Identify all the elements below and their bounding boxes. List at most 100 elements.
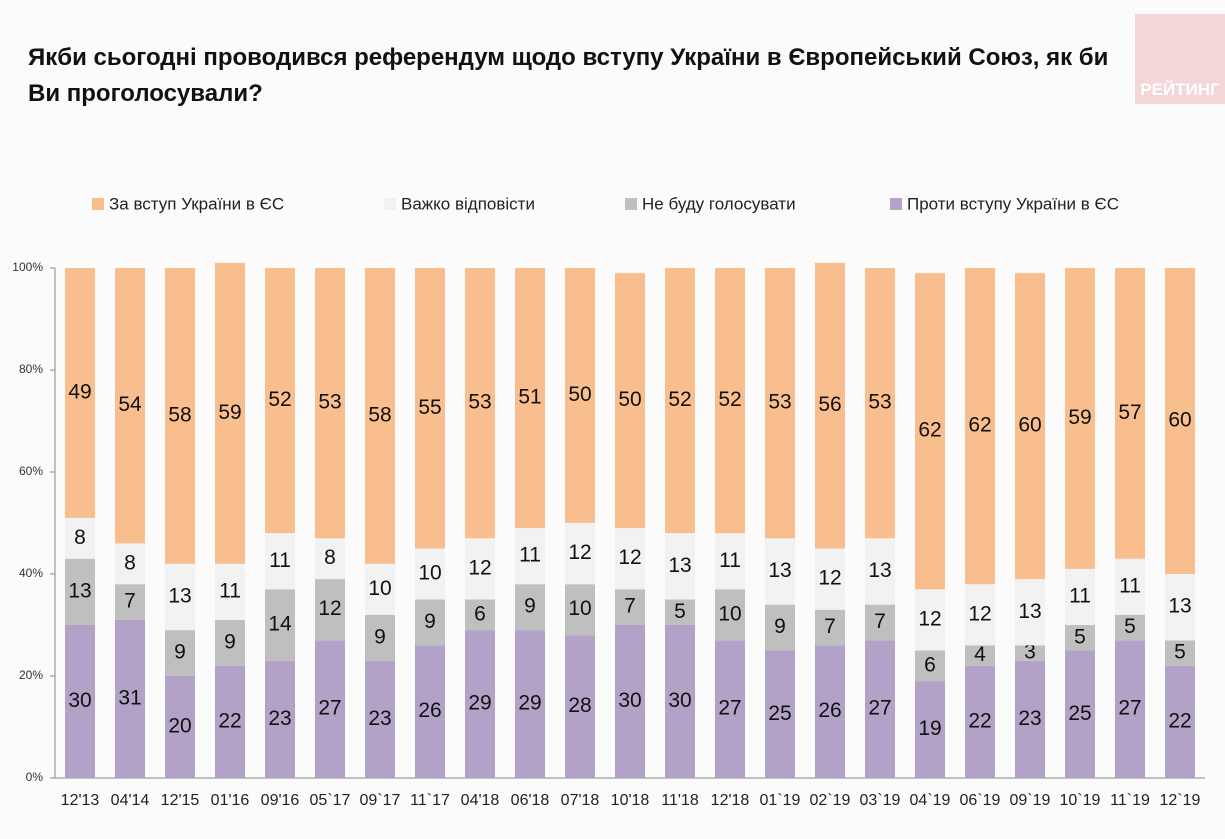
legend-swatch (384, 198, 396, 210)
data-label: 26 (818, 699, 841, 722)
data-label: 7 (824, 615, 836, 638)
bar-segment (715, 533, 745, 590)
x-tick-label: 06`19 (960, 792, 1001, 809)
legend-swatch (890, 198, 902, 210)
data-label: 50 (568, 383, 591, 406)
data-label: 8 (324, 546, 336, 569)
bar-segment (915, 273, 945, 590)
bar-segment (315, 268, 345, 539)
data-label: 23 (368, 707, 391, 730)
data-label: 29 (518, 692, 541, 715)
x-tick-label: 02`19 (810, 792, 851, 809)
bar-segment (365, 614, 395, 661)
legend-label: Важко відповісти (401, 194, 535, 213)
bar-segment (265, 268, 295, 534)
data-label: 25 (1068, 702, 1091, 725)
bar-segment (1065, 568, 1095, 625)
data-label: 51 (518, 386, 541, 409)
data-label: 11 (519, 544, 541, 567)
data-label: 27 (718, 697, 741, 720)
bar-segment (665, 268, 695, 534)
x-tick-label: 12`19 (1160, 792, 1201, 809)
x-tick-label: 05`17 (310, 792, 351, 809)
bar-segment (515, 268, 545, 529)
data-label: 58 (368, 403, 391, 426)
bar-segment (1115, 614, 1145, 641)
x-tick-label: 12'13 (61, 792, 100, 809)
x-tick-label: 04`19 (910, 792, 951, 809)
bar-segment (965, 665, 995, 778)
data-label: 53 (318, 391, 341, 414)
data-label: 30 (618, 689, 641, 712)
data-label: 26 (418, 699, 441, 722)
y-tick-label: 80% (19, 362, 43, 376)
bar-segment (515, 528, 545, 585)
data-label: 14 (268, 613, 292, 636)
bar-segment (1065, 650, 1095, 778)
bar-segment (1065, 625, 1095, 651)
data-label: 9 (524, 595, 536, 618)
data-label: 56 (818, 393, 841, 416)
x-tick-label: 09`17 (360, 792, 401, 809)
bar-segment (115, 619, 145, 778)
data-label: 27 (868, 697, 891, 720)
data-label: 52 (668, 388, 691, 411)
bar-segment (465, 630, 495, 778)
bar-segment (265, 533, 295, 590)
data-label: 50 (618, 388, 641, 411)
bar-segment (465, 538, 495, 600)
data-label: 10 (418, 562, 441, 585)
bar-segment (115, 268, 145, 544)
data-label: 57 (1118, 401, 1141, 424)
data-label: 27 (318, 697, 341, 720)
data-label: 30 (68, 689, 91, 712)
bar-segment (915, 650, 945, 682)
data-label: 22 (218, 709, 241, 732)
data-label: 7 (124, 590, 136, 613)
data-label: 53 (868, 391, 891, 414)
data-label: 59 (1068, 406, 1091, 429)
data-label: 6 (924, 653, 936, 676)
bar-segment (615, 273, 645, 529)
data-label: 5 (1074, 625, 1086, 648)
data-label: 12 (968, 602, 991, 625)
data-label: 9 (374, 625, 386, 648)
bar-segment (1065, 268, 1095, 569)
data-label: 7 (624, 595, 636, 618)
data-label: 8 (74, 526, 86, 549)
bar-segment (215, 665, 245, 778)
data-label: 5 (1124, 615, 1136, 638)
bar-segment (215, 619, 245, 666)
bar-segment (665, 533, 695, 600)
data-label: 29 (468, 692, 491, 715)
bar-segment (465, 268, 495, 539)
bar-segment (615, 528, 645, 590)
data-label: 12 (818, 567, 841, 590)
data-label: 12 (918, 607, 941, 630)
bar-segment (815, 262, 845, 549)
x-tick-label: 11`19 (1110, 792, 1150, 809)
bar-segment (565, 523, 595, 585)
bar-segment (865, 640, 895, 778)
data-label: 23 (268, 707, 291, 730)
data-label: 62 (918, 419, 941, 442)
bar-segment (965, 584, 995, 646)
data-label: 9 (424, 610, 436, 633)
x-tick-label: 11`17 (410, 792, 450, 809)
data-label: 53 (468, 391, 491, 414)
data-label: 5 (674, 600, 686, 623)
y-tick-label: 20% (19, 668, 43, 682)
bar-segment (65, 625, 95, 778)
bar-segment (115, 584, 145, 620)
x-tick-label: 04'14 (111, 792, 150, 809)
data-label: 10 (568, 597, 591, 620)
x-tick-label: 03`19 (860, 792, 901, 809)
data-label: 52 (718, 388, 741, 411)
data-label: 11 (269, 549, 291, 572)
data-label: 60 (1168, 409, 1191, 432)
bar-segment (365, 268, 395, 564)
data-label: 11 (719, 549, 741, 572)
data-label: 19 (918, 717, 941, 740)
data-label: 10 (368, 577, 391, 600)
